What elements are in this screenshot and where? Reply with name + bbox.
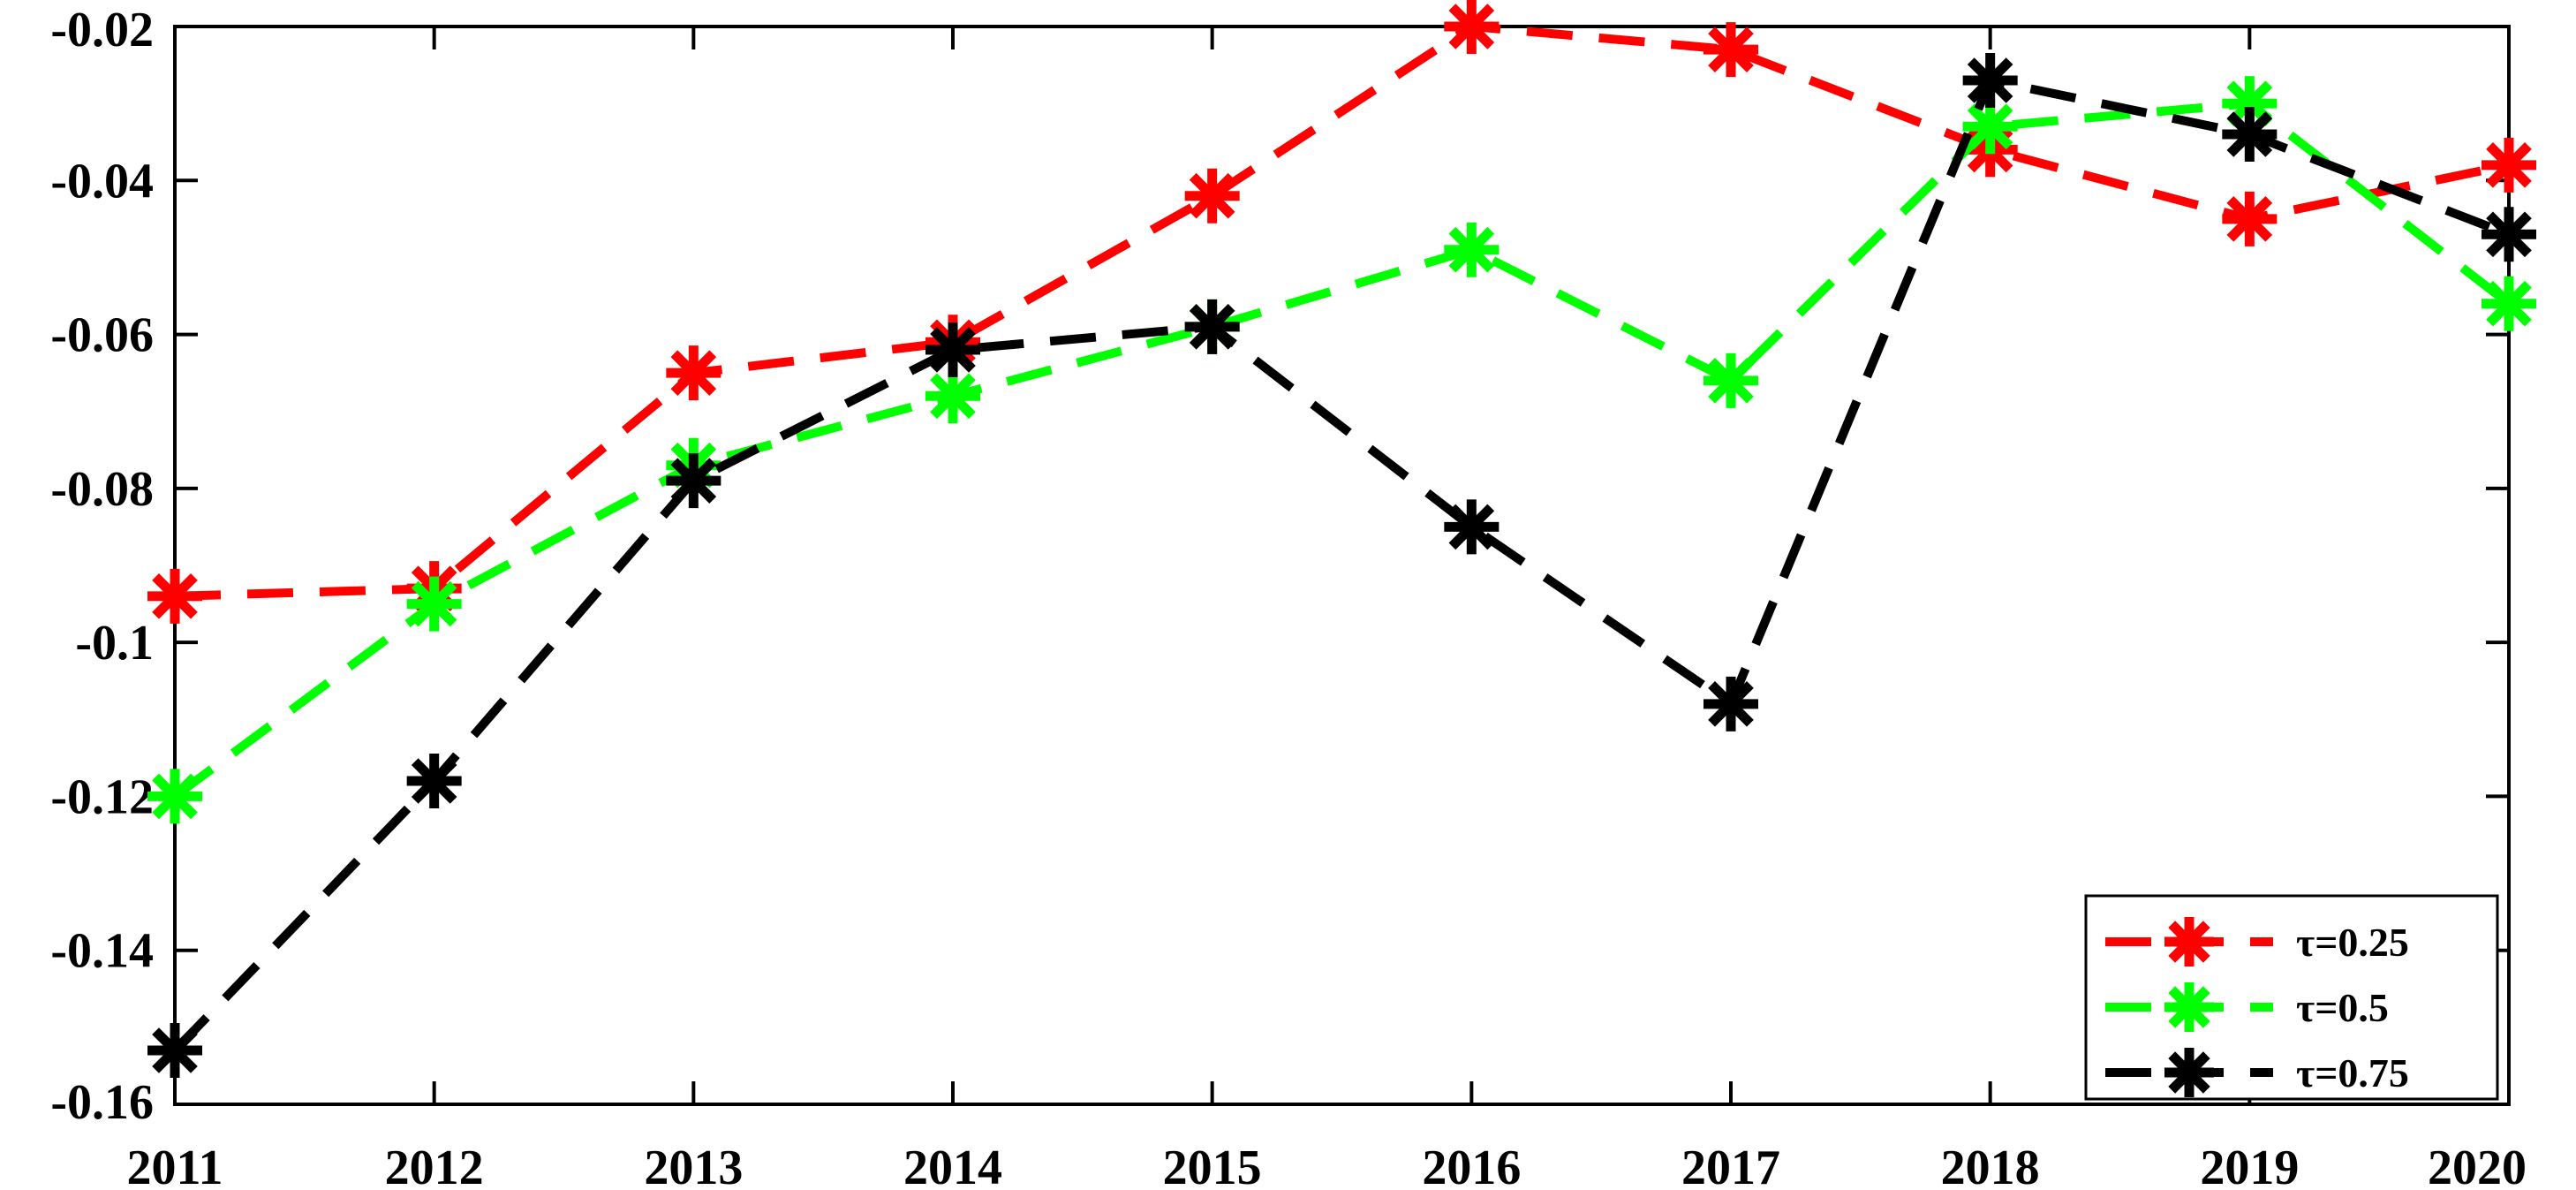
legend-entry: τ=0.5 bbox=[2105, 982, 2389, 1032]
y-tick-label: -0.12 bbox=[50, 769, 154, 824]
data-point bbox=[1444, 222, 1500, 277]
data-point bbox=[925, 322, 980, 377]
data-point bbox=[2164, 982, 2214, 1032]
data-point bbox=[1184, 168, 1240, 224]
y-tick-label: -0.08 bbox=[50, 462, 154, 517]
legend: τ=0.25 τ=0.5 τ=0.75 bbox=[2084, 894, 2499, 1101]
series-line bbox=[172, 99, 2512, 800]
x-tick-label: 2020 bbox=[2428, 1141, 2527, 1190]
y-tick-label: -0.02 bbox=[50, 3, 154, 57]
data-point bbox=[1703, 22, 1758, 78]
plot-frame bbox=[173, 25, 2511, 1106]
x-tick-label: 2014 bbox=[903, 1141, 1002, 1190]
data-point bbox=[1703, 676, 1758, 731]
y-tick-label: -0.1 bbox=[75, 616, 154, 671]
data-point bbox=[406, 754, 462, 808]
legend-entry: τ=0.75 bbox=[2105, 1048, 2409, 1097]
series-3 bbox=[147, 53, 2536, 1078]
series-line bbox=[174, 22, 2511, 601]
x-tick-label: 2016 bbox=[1422, 1141, 1521, 1190]
y-tick-label: -0.16 bbox=[50, 1075, 154, 1130]
data-point bbox=[666, 453, 721, 509]
data-point bbox=[666, 345, 721, 401]
y-tick-label: -0.06 bbox=[50, 308, 154, 363]
legend-entry: τ=0.25 bbox=[2105, 917, 2409, 966]
y-tick-label: -0.14 bbox=[50, 924, 154, 979]
data-point bbox=[147, 769, 202, 824]
x-tick-label: 2019 bbox=[2200, 1141, 2299, 1190]
series-1 bbox=[147, 0, 2536, 624]
y-axis: -0.02 -0.04 -0.06 -0.08 -0.1 -0.12 -0.14 -0.16 bbox=[50, 3, 2509, 1130]
series-2 bbox=[147, 76, 2536, 824]
x-tick-label: 2011 bbox=[127, 1141, 223, 1190]
data-point bbox=[1703, 352, 1758, 408]
data-point bbox=[2482, 276, 2536, 331]
x-axis: 2011 2012 2013 2014 2015 2016 2017 2018 2019 2020 bbox=[127, 27, 2527, 1190]
x-tick-label: 2015 bbox=[1163, 1141, 1262, 1190]
series-line bbox=[171, 76, 2511, 1054]
data-point bbox=[1962, 99, 2018, 155]
data-point bbox=[1444, 499, 1500, 555]
x-tick-label: 2012 bbox=[385, 1141, 484, 1190]
data-point bbox=[1962, 53, 2018, 108]
data-point bbox=[2164, 917, 2214, 966]
data-point bbox=[2482, 137, 2536, 193]
data-point bbox=[406, 576, 462, 632]
data-point bbox=[1184, 299, 1240, 354]
x-tick-label: 2018 bbox=[1941, 1141, 2040, 1190]
legend-box bbox=[2084, 894, 2499, 1101]
data-point bbox=[925, 368, 980, 424]
legend-label: τ=0.75 bbox=[2296, 1050, 2409, 1095]
data-point bbox=[147, 1023, 202, 1078]
data-point bbox=[147, 568, 202, 624]
data-point bbox=[1444, 0, 1500, 54]
data-point bbox=[2164, 1048, 2214, 1097]
series-layer bbox=[147, 0, 2536, 1078]
data-point bbox=[2482, 207, 2536, 262]
legend-label: τ=0.25 bbox=[2296, 920, 2409, 965]
x-tick-label: 2013 bbox=[644, 1141, 743, 1190]
y-tick-label: -0.04 bbox=[50, 154, 154, 208]
data-point bbox=[2222, 191, 2278, 246]
x-tick-label: 2017 bbox=[1681, 1141, 1780, 1190]
legend-label: τ=0.5 bbox=[2296, 985, 2389, 1030]
data-point bbox=[2222, 107, 2278, 162]
